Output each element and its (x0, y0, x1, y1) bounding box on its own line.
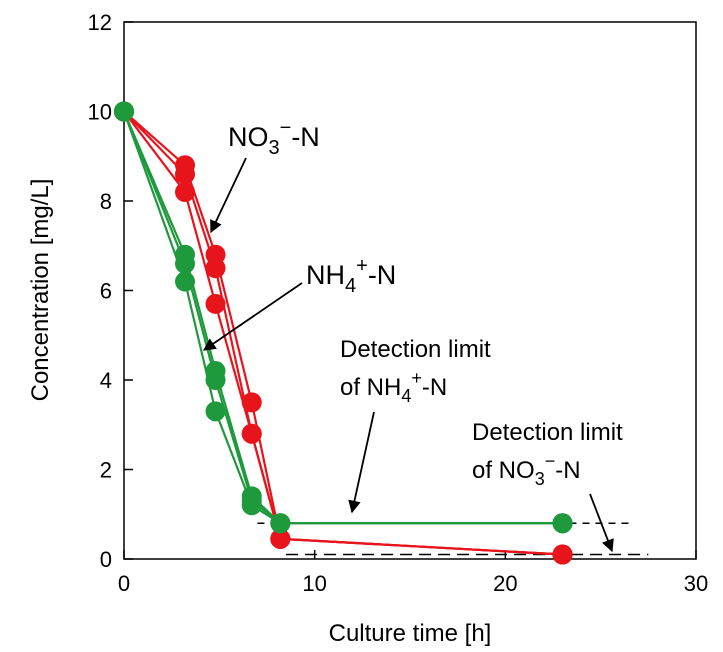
nitrate-arrow (210, 157, 247, 234)
y-axis: 0 2 4 6 8 10 12 (88, 10, 133, 572)
nitrate-data-point (241, 423, 262, 444)
ammonium-data-point (114, 101, 134, 122)
y-tick-label: 6 (100, 279, 112, 304)
x-tick-label: 30 (684, 571, 708, 596)
y-tick-label: 10 (88, 100, 112, 125)
dl-ammonium-sub: 4 (401, 386, 411, 406)
dl-nitrate-line1: Detection limit (472, 419, 623, 446)
nitrate-data-point (241, 392, 262, 413)
series-lines (122, 110, 563, 556)
ammonium-data-point (205, 401, 226, 422)
svg-text:NO3−-N: NO3−-N (228, 117, 320, 159)
ammonium-data-point (205, 370, 226, 390)
nitrate-data-point (175, 164, 196, 185)
dl-nitrate-sup: − (545, 451, 556, 471)
ammonium-series-line (122, 111, 563, 525)
nitrate-label-sup: − (280, 117, 292, 139)
nitrate-detection-limit-annotation: Detection limit of NO3−-N (472, 419, 623, 553)
y-axis-title: Concentration [mg/L] (27, 179, 54, 402)
ammonium-label-sup: + (356, 255, 368, 277)
ammonium-data-point (270, 513, 291, 534)
ammonium-data-point (175, 253, 196, 274)
nitrate-label-sub: 3 (269, 137, 280, 159)
series-points (114, 101, 573, 565)
svg-text:of NO3−-N: of NO3−-N (472, 451, 581, 489)
nitrate-data-point (205, 258, 226, 279)
svg-text:of NH4+-N: of NH4+-N (340, 368, 447, 406)
y-tick-label: 12 (88, 10, 112, 35)
svg-text:NH4+-N: NH4+-N (306, 255, 396, 297)
ammonium-data-point (175, 271, 196, 292)
detection-limit-lines (257, 522, 649, 556)
ammonium-arrow (202, 282, 303, 351)
dl-nitrate-tail: -N (555, 457, 580, 484)
dl-ammonium-sup: + (411, 368, 422, 388)
y-tick-label: 8 (100, 189, 112, 214)
x-tick-label: 20 (493, 571, 517, 596)
x-tick-label: 0 (118, 571, 130, 596)
nitrate-data-point (270, 528, 291, 549)
dl-nitrate-sub: 3 (535, 469, 545, 489)
dl-ammonium-tail: -N (422, 374, 447, 401)
dl-ammonium-line1: Detection limit (340, 336, 491, 363)
nitrate-data-point (175, 182, 196, 203)
nitrate-data-point (205, 293, 226, 314)
ammonium-detection-limit-annotation: Detection limit of NH4+-N (340, 336, 491, 514)
nitrate-series-line (123, 110, 563, 556)
dl-nitrate-arrow (589, 493, 614, 553)
ammonium-data-point (241, 495, 262, 516)
dl-ammonium-arrow (348, 411, 375, 514)
dl-nitrate-pre: of NO (472, 457, 535, 484)
ammonium-label-tail: -N (368, 260, 397, 290)
y-tick-label: 4 (100, 368, 112, 393)
nitrate-label-tail: -N (291, 122, 320, 152)
nitrate-annotation: NO3−-N (210, 117, 320, 234)
y-tick-label: 2 (100, 458, 112, 483)
ammonium-annotation: NH4+-N (202, 255, 396, 351)
nitrate-label-main: NO (228, 122, 269, 152)
nitrate-data-point (552, 544, 573, 565)
x-axis-title: Culture time [h] (329, 620, 492, 647)
plot-frame (123, 21, 697, 560)
ammonium-label-main: NH (306, 260, 345, 290)
y-tick-label: 0 (100, 547, 112, 572)
ammonium-data-point (552, 513, 573, 534)
dl-ammonium-pre: of NH (340, 374, 401, 401)
x-axis: 0 10 20 30 (118, 550, 708, 596)
x-tick-label: 10 (302, 571, 326, 596)
ammonium-label-sub: 4 (345, 275, 356, 297)
